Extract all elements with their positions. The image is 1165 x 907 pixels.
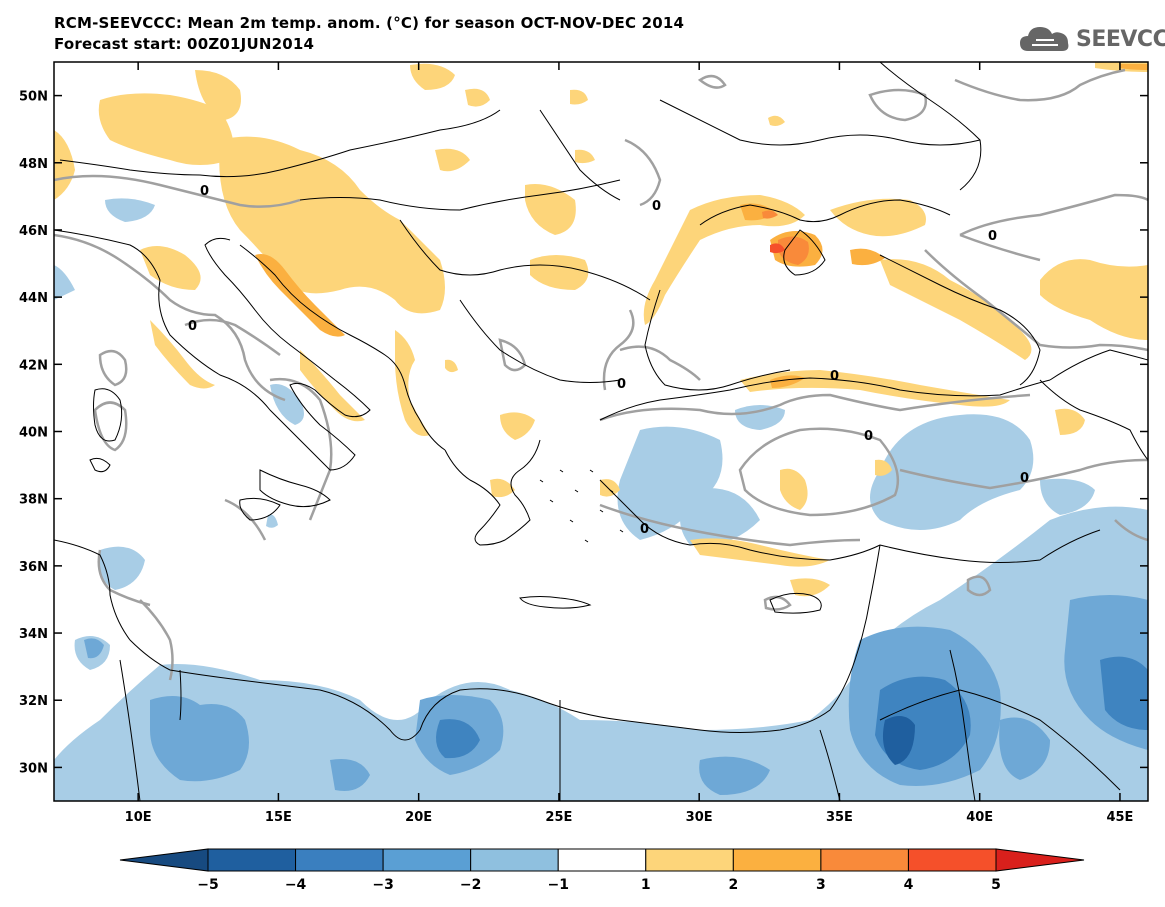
logo-text: SEEVCCC — [1076, 26, 1165, 52]
lat-tick-label: 46N — [19, 224, 48, 239]
lat-tick-label: 44N — [19, 291, 48, 306]
contour-label: 0 — [188, 319, 197, 334]
lat-tick-label: 34N — [19, 627, 48, 642]
seevccc-logo: SEEVCCC — [1018, 22, 1165, 56]
lat-tick-label: 38N — [19, 493, 48, 508]
lat-tick-label: 48N — [19, 157, 48, 172]
colorbar-label: 2 — [728, 877, 738, 893]
colorbar: −5 −4 −3 −2 −1 1 2 3 4 5 — [119, 848, 1085, 893]
colorbar-label: −1 — [547, 877, 568, 893]
contour-label: 0 — [988, 229, 997, 244]
forecast-start-label: Forecast start: 00Z01JUN2014 — [54, 35, 315, 53]
anomaly-fill-orange-dark — [762, 210, 809, 265]
lat-tick-label: 50N — [19, 90, 48, 105]
colorbar-label: −4 — [285, 877, 307, 893]
contour-labels: 0 0 0 0 0 0 0 0 0 — [188, 184, 1029, 537]
colorbar-label: 4 — [904, 877, 914, 893]
cloud-icon — [1020, 27, 1069, 51]
colorbar-high-extend — [995, 848, 1085, 872]
lat-tick-label: 32N — [19, 694, 48, 709]
colorbar-low-extend — [119, 848, 209, 872]
colorbar-bin — [907, 848, 997, 872]
lon-tick-label: 10E — [125, 810, 152, 825]
lon-tick-label: 35E — [826, 810, 853, 825]
colorbar-bin — [557, 848, 647, 872]
colorbar-bin — [470, 848, 559, 872]
longitude-axis: 10E 15E 20E 25E 30E 35E 40E 45E — [125, 62, 1133, 825]
colorbar-bin — [295, 848, 384, 872]
lat-tick-label: 30N — [19, 761, 48, 776]
contour-label: 0 — [640, 522, 649, 537]
lat-tick-label: 40N — [19, 426, 48, 441]
lon-tick-label: 25E — [545, 810, 572, 825]
contour-label: 0 — [1020, 471, 1029, 486]
colorbar-label: −3 — [372, 877, 393, 893]
lon-tick-label: 20E — [405, 810, 432, 825]
zero-contours — [54, 68, 1148, 681]
latitude-axis: 50N 48N 46N 44N 42N 40N 38N 36N 34N 32N 30N — [19, 90, 1148, 776]
coastlines — [54, 62, 1148, 801]
colorbar-label: 5 — [991, 877, 1001, 893]
colorbar-label: 3 — [816, 877, 826, 893]
colorbar-label: −5 — [197, 877, 218, 893]
anomaly-fill-blue-dark — [436, 656, 1148, 770]
page-title: RCM-SEEVCCC: Mean 2m temp. anom. (°C) fo… — [54, 14, 685, 32]
contour-label: 0 — [652, 199, 661, 214]
colorbar-bin — [645, 848, 734, 872]
lon-tick-label: 30E — [686, 810, 713, 825]
lat-tick-label: 42N — [19, 358, 48, 373]
contour-label: 0 — [200, 184, 209, 199]
map-field: 0 0 0 0 0 0 0 0 0 — [54, 62, 1148, 801]
colorbar-label: −2 — [460, 877, 481, 893]
colorbar-bin — [382, 848, 472, 872]
contour-label: 0 — [864, 429, 873, 444]
lon-tick-label: 45E — [1106, 810, 1133, 825]
contour-label: 0 — [617, 377, 626, 392]
contour-label: 0 — [830, 369, 839, 384]
lon-tick-label: 40E — [966, 810, 993, 825]
colorbar-bin — [207, 848, 297, 872]
colorbar-bin — [820, 848, 909, 872]
lon-tick-label: 15E — [265, 810, 292, 825]
colorbar-bin — [732, 848, 822, 872]
lat-tick-label: 36N — [19, 560, 48, 575]
colorbar-label: 1 — [641, 877, 651, 893]
